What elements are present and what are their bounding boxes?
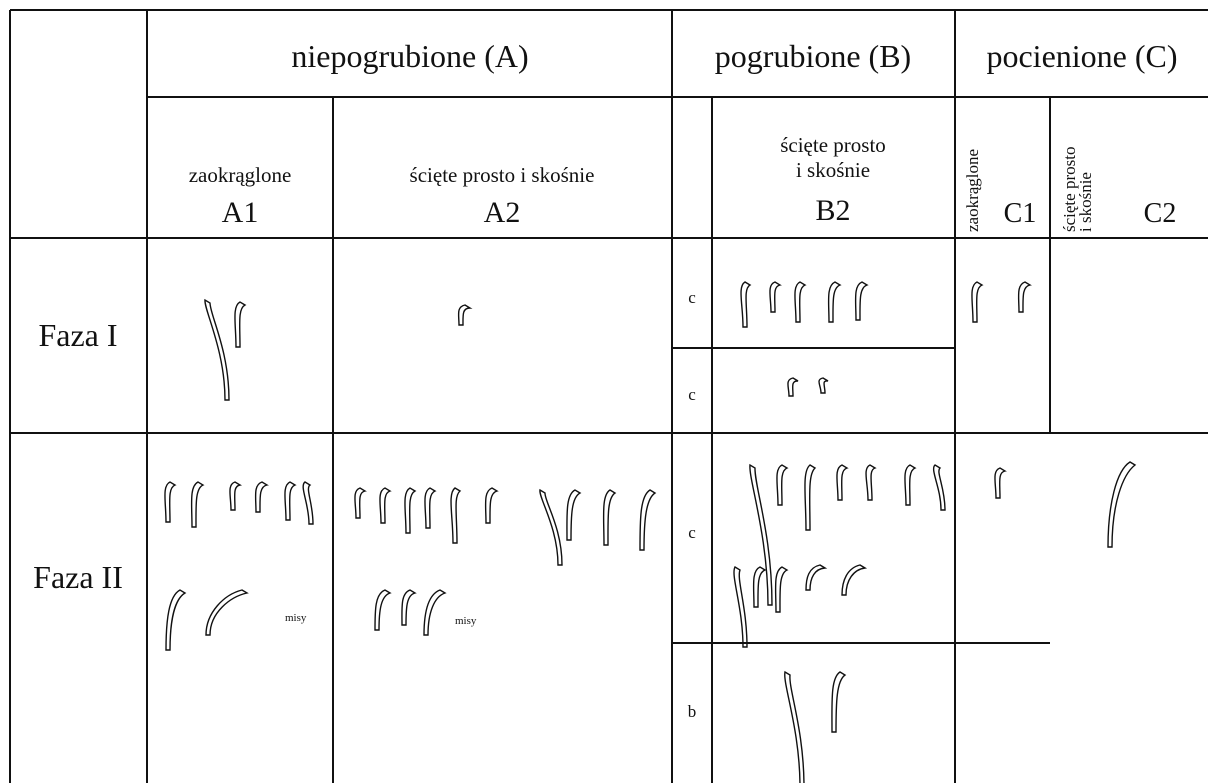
rim-profile	[566, 489, 582, 541]
rim-profile	[994, 467, 1007, 499]
rim-profile	[484, 487, 499, 524]
rim-profile	[165, 589, 187, 651]
group-header: pocienione (C)	[986, 38, 1177, 74]
subgroup-label: i skośnie	[796, 158, 870, 182]
rim-profile	[234, 301, 247, 348]
rim-profile	[827, 281, 842, 323]
subrow-label: c	[688, 288, 696, 307]
rim-profile	[904, 464, 917, 506]
subgroup-code: C2	[1144, 198, 1177, 229]
rim-profile	[374, 589, 392, 631]
rim-profile	[805, 564, 828, 591]
subgroup-label: ścięte prosto	[1060, 147, 1079, 232]
rim-profile	[818, 377, 829, 394]
rim-profile	[865, 464, 877, 501]
rim-profile	[401, 589, 417, 626]
subgroup-code: C1	[1004, 198, 1037, 229]
row-label: Faza I	[38, 317, 117, 353]
rim-profile	[933, 464, 946, 511]
rim-profile	[424, 487, 437, 529]
rim-profile	[539, 488, 563, 566]
subrow-label: c	[688, 523, 696, 542]
rim-profile	[749, 463, 773, 606]
rim-profile	[774, 566, 789, 613]
rim-profile	[854, 281, 869, 321]
rim-profiles	[164, 281, 1137, 783]
row-label: Faza II	[33, 559, 123, 595]
rim-profile	[602, 489, 617, 546]
rim-profile	[784, 670, 805, 783]
subrow-label: b	[688, 702, 697, 721]
subgroup-label: ścięte prosto	[780, 133, 886, 157]
rim-profile	[254, 481, 269, 513]
rim-profile	[379, 487, 392, 524]
rim-profile	[831, 671, 847, 733]
rim-profile	[1107, 461, 1137, 548]
rim-profile	[787, 377, 799, 397]
rim-profile	[302, 481, 314, 525]
subgroup-label: i skośnie	[1076, 172, 1095, 232]
rim-profile	[404, 487, 417, 534]
rim-profile	[450, 487, 462, 544]
rim-profile	[1017, 281, 1032, 313]
subgroup-code: A2	[484, 196, 521, 229]
rim-profile	[354, 487, 367, 519]
subgroup-code: B2	[815, 194, 850, 227]
rim-profile	[769, 281, 782, 313]
rim-profile	[423, 589, 447, 636]
annotation: misy	[285, 612, 307, 624]
rim-profile	[164, 481, 177, 523]
rim-profile	[639, 489, 657, 551]
rim-profile	[841, 564, 868, 596]
rim-profile	[740, 281, 752, 328]
group-header: pogrubione (B)	[715, 38, 911, 74]
rim-profile	[752, 566, 767, 608]
table-grid	[9, 9, 1208, 783]
rim-profile	[457, 304, 473, 326]
annotation: misy	[455, 615, 477, 627]
subgroup-label: zaokrąglone	[189, 163, 292, 187]
rim-profile	[204, 298, 230, 401]
rim-profile	[284, 481, 297, 521]
rim-profile	[794, 281, 807, 323]
rim-profile	[776, 464, 789, 506]
subgroup-code: A1	[222, 196, 259, 229]
rim-profile	[836, 464, 849, 501]
rim-profile	[190, 481, 205, 528]
subgroup-label: ścięte prosto i skośnie	[410, 163, 595, 187]
rim-profile	[229, 481, 242, 511]
rim-profile	[733, 566, 748, 648]
rim-profile	[205, 589, 249, 636]
rim-profile	[804, 464, 817, 531]
subgroup-label: zaokrąglone	[963, 149, 982, 232]
subrow-label: c	[688, 385, 696, 404]
group-header: niepogrubione (A)	[291, 38, 528, 74]
rim-profile	[971, 281, 984, 323]
